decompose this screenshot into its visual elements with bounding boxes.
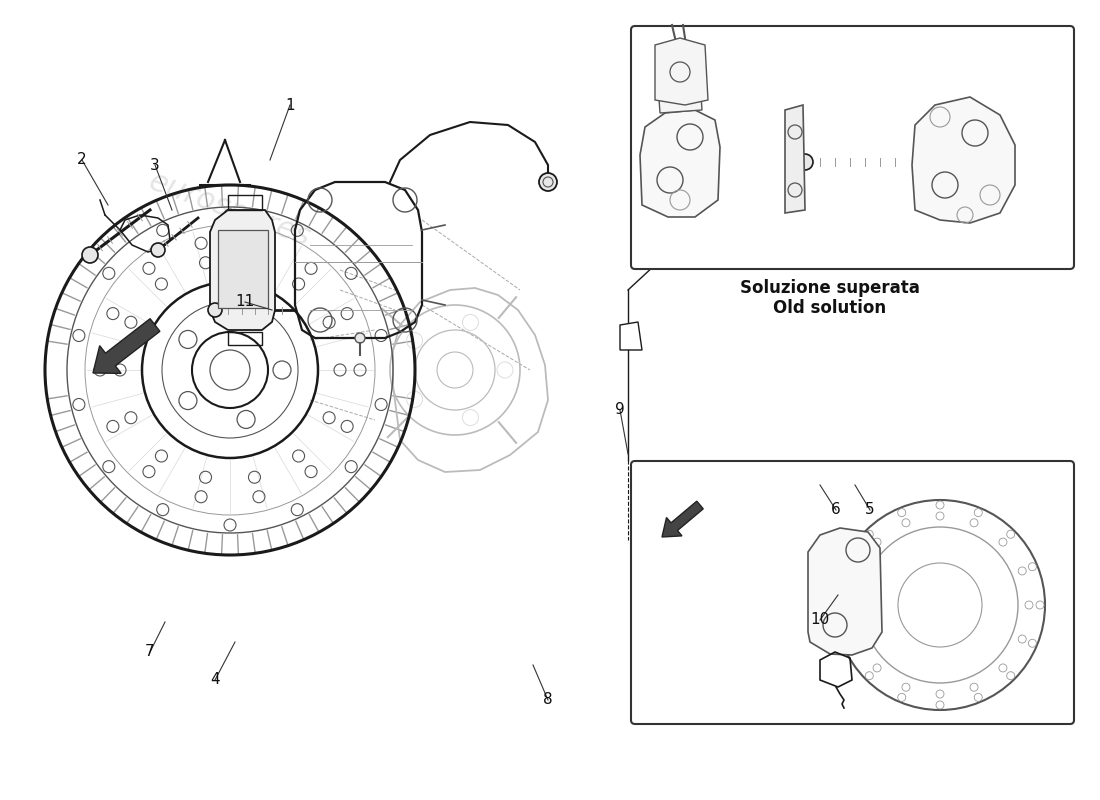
Text: 3: 3 xyxy=(150,158,160,173)
Text: eurospares: eurospares xyxy=(145,167,315,253)
Circle shape xyxy=(355,333,365,343)
Circle shape xyxy=(539,173,557,191)
Text: 6: 6 xyxy=(832,502,840,518)
Text: 4: 4 xyxy=(210,673,220,687)
Text: eurospares: eurospares xyxy=(682,180,838,260)
Polygon shape xyxy=(658,80,702,113)
Text: 2: 2 xyxy=(77,153,87,167)
Polygon shape xyxy=(210,210,275,330)
Polygon shape xyxy=(640,110,720,217)
Text: 5: 5 xyxy=(866,502,874,518)
Circle shape xyxy=(82,247,98,263)
Text: Soluzione superata: Soluzione superata xyxy=(740,279,920,297)
Text: 10: 10 xyxy=(811,613,829,627)
FancyBboxPatch shape xyxy=(631,461,1074,724)
Polygon shape xyxy=(808,528,882,655)
Text: 8: 8 xyxy=(543,693,553,707)
FancyBboxPatch shape xyxy=(631,26,1074,269)
Circle shape xyxy=(151,243,165,257)
Text: 7: 7 xyxy=(145,645,155,659)
Polygon shape xyxy=(218,230,268,308)
Circle shape xyxy=(208,303,222,317)
Polygon shape xyxy=(654,38,708,105)
Text: 1: 1 xyxy=(285,98,295,113)
Polygon shape xyxy=(912,97,1015,223)
Polygon shape xyxy=(785,105,805,213)
Text: 9: 9 xyxy=(615,402,625,418)
FancyArrow shape xyxy=(662,501,703,537)
Text: Old solution: Old solution xyxy=(773,299,887,317)
Text: eurospares: eurospares xyxy=(672,510,827,590)
FancyArrow shape xyxy=(94,318,160,374)
Text: 11: 11 xyxy=(235,294,254,310)
Circle shape xyxy=(798,154,813,170)
